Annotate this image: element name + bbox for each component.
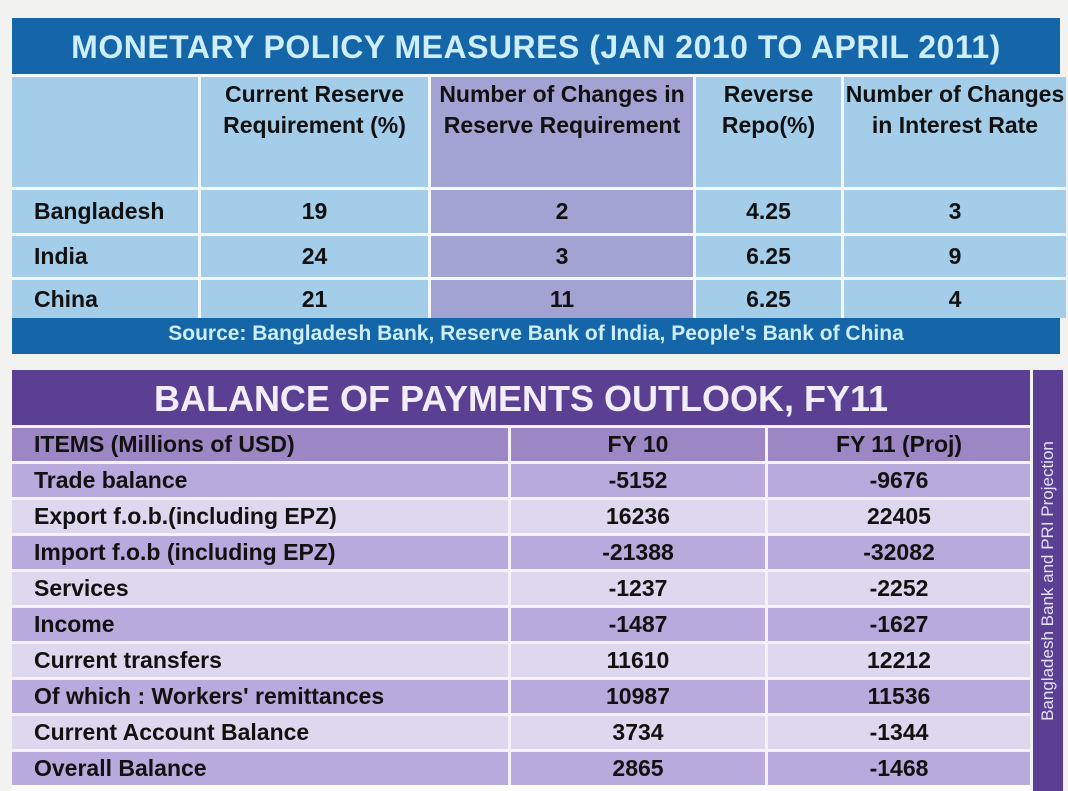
column-header: Number of Changes in Reserve Requirement [431,77,693,187]
value-cell: 19 [201,190,428,233]
value-cell: 21 [201,280,428,318]
value-cell: 22405 [768,500,1030,533]
value-cell: 11 [431,280,693,318]
value-cell: 9 [844,236,1066,277]
value-cell: 2865 [511,752,765,785]
item-label: Export f.o.b.(including EPZ) [12,500,508,533]
value-cell: -1344 [768,716,1030,749]
item-label: Income [12,608,508,641]
value-cell: 10987 [511,680,765,713]
column-header: FY 10 [511,428,765,461]
item-label: Overall Balance [12,752,508,785]
value-cell: 3734 [511,716,765,749]
value-cell: 11536 [768,680,1030,713]
value-cell: 16236 [511,500,765,533]
item-label: Current transfers [12,644,508,677]
monetary-policy-source: Source: Bangladesh Bank, Reserve Bank of… [168,322,904,345]
item-label: Services [12,572,508,605]
value-cell: 4 [844,280,1066,318]
side-source-note: Bangladesh Bank and PRI Projection [1033,370,1063,791]
monetary-policy-table: MONETARY POLICY MEASURES (JAN 2010 TO AP… [12,18,1066,354]
column-header: ITEMS (Millions of USD) [12,428,508,461]
item-label: Import f.o.b (including EPZ) [12,536,508,569]
balance-of-payments-title: BALANCE OF PAYMENTS OUTLOOK, FY11 [12,370,1030,425]
column-header: Number of Changes in Interest Rate [844,77,1066,187]
side-source-text: Bangladesh Bank and PRI Projection [1038,440,1057,721]
value-cell: -1627 [768,608,1030,641]
value-cell: -1237 [511,572,765,605]
value-cell: 12212 [768,644,1030,677]
item-label: Of which : Workers' remittances [12,680,508,713]
value-cell: -1468 [768,752,1030,785]
column-header [12,77,198,187]
country-cell: Bangladesh [12,190,198,233]
item-label: Trade balance [12,464,508,497]
column-header: Reverse Repo(%) [696,77,841,187]
country-cell: India [12,236,198,277]
value-cell: -2252 [768,572,1030,605]
monetary-policy-title: MONETARY POLICY MEASURES (JAN 2010 TO AP… [71,29,1001,65]
value-cell: -21388 [511,536,765,569]
balance-of-payments-grid: ITEMS (Millions of USD) FY 10 FY 11 (Proj)… [12,425,1030,785]
value-cell: 6.25 [696,236,841,277]
value-cell: -9676 [768,464,1030,497]
monetary-policy-grid: Current Reserve Requirement (%) Number of… [12,74,1066,318]
column-header: Current Reserve Requirement (%) [201,77,428,187]
value-cell: 11610 [511,644,765,677]
value-cell: 3 [844,190,1066,233]
value-cell: 4.25 [696,190,841,233]
item-label: Current Account Balance [12,716,508,749]
value-cell: -32082 [768,536,1030,569]
value-cell: -5152 [511,464,765,497]
balance-of-payments-table: BALANCE OF PAYMENTS OUTLOOK, FY11 ITEMS … [12,370,1030,791]
value-cell: 24 [201,236,428,277]
value-cell: 2 [431,190,693,233]
country-cell: China [12,280,198,318]
value-cell: 3 [431,236,693,277]
value-cell: -1487 [511,608,765,641]
column-header: FY 11 (Proj) [768,428,1030,461]
value-cell: 6.25 [696,280,841,318]
